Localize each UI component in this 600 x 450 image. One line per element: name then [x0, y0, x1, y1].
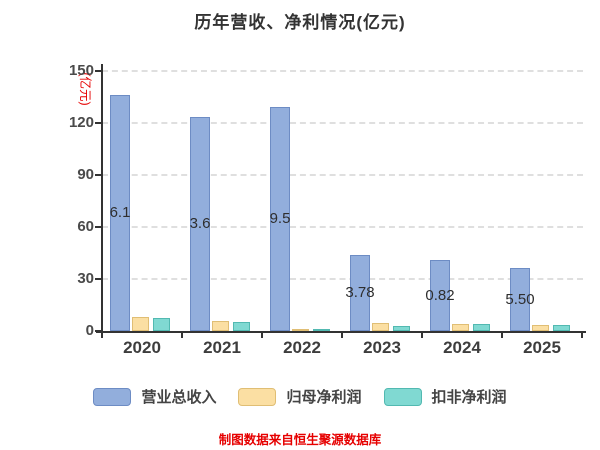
- y-tick-label: 30: [77, 270, 94, 287]
- bar-net-profit: [532, 325, 549, 331]
- bar-value-label: 9.5: [269, 210, 291, 227]
- x-axis-label: 2023: [363, 338, 401, 357]
- gridline: [102, 226, 583, 228]
- x-tick: [181, 331, 183, 338]
- bar-value-label: 6.1: [109, 204, 131, 221]
- bar-revenue: [110, 95, 130, 331]
- data-source-note: 制图数据来自恒生聚源数据库: [218, 433, 382, 447]
- legend-label-net-profit: 归母净利润: [286, 389, 362, 406]
- bar-deducted-net-profit: [233, 322, 250, 331]
- gridline: [102, 278, 583, 280]
- legend-swatch-revenue: [93, 387, 132, 406]
- x-tick: [421, 331, 423, 338]
- y-tick: [95, 70, 102, 72]
- bar-revenue: [270, 107, 290, 331]
- bar-net-profit: [372, 323, 389, 331]
- bar-deducted-net-profit: [473, 324, 490, 331]
- x-axis-label: 2021: [203, 338, 241, 357]
- y-tick-label: 150: [68, 62, 94, 79]
- legend-item-revenue: 营业总收入: [93, 386, 216, 407]
- y-tick: [95, 278, 102, 280]
- bar-revenue: [350, 255, 370, 331]
- legend-item-deducted-net-profit: 扣非净利润: [383, 386, 507, 407]
- y-tick: [95, 226, 102, 228]
- y-tick-label: 0: [85, 322, 94, 339]
- y-tick-label: 90: [77, 166, 94, 183]
- gridline: [102, 174, 583, 176]
- bar-deducted-net-profit: [313, 329, 330, 331]
- x-tick: [501, 331, 503, 338]
- x-axis-label: 2020: [123, 338, 161, 357]
- x-tick: [261, 331, 263, 338]
- legend-swatch-deducted-net-profit: [383, 387, 422, 406]
- x-axis-label: 2024: [443, 338, 481, 357]
- bar-revenue: [190, 117, 210, 331]
- y-tick: [95, 122, 102, 124]
- legend-label-revenue: 营业总收入: [141, 389, 217, 406]
- bar-net-profit: [132, 317, 149, 331]
- legend-swatch-net-profit: [238, 387, 277, 406]
- y-tick: [95, 330, 102, 332]
- bar-value-label: 5.50: [505, 290, 535, 308]
- legend-item-net-profit: 归母净利润: [238, 386, 362, 407]
- x-tick: [101, 331, 103, 338]
- y-axis-line: [101, 64, 103, 333]
- bar-net-profit: [452, 324, 469, 331]
- chart-legend: 营业总收入 归母净利润 扣非净利润: [0, 386, 600, 407]
- bar-net-profit: [212, 321, 229, 331]
- chart-title: 历年营收、净利情况(亿元): [194, 13, 406, 32]
- bar-net-profit: [292, 329, 309, 331]
- bar-revenue: [510, 268, 530, 331]
- bar-revenue: [430, 260, 450, 331]
- x-axis-label: 2025: [523, 338, 561, 357]
- y-tick-label: 120: [68, 114, 94, 131]
- x-axis-label: 2022: [283, 338, 321, 357]
- x-tick: [341, 331, 343, 338]
- x-tick: [581, 331, 583, 338]
- bar-deducted-net-profit: [553, 325, 570, 331]
- gridline: [102, 122, 583, 124]
- gridline: [102, 70, 583, 72]
- bar-value-label: 3.6: [189, 215, 211, 232]
- bar-deducted-net-profit: [153, 318, 170, 331]
- legend-label-deducted-net-profit: 扣非净利润: [431, 389, 507, 406]
- bar-value-label: 3.78: [345, 284, 375, 301]
- y-tick-label: 60: [77, 218, 94, 235]
- bar-value-label: 0.82: [425, 286, 455, 304]
- y-tick: [95, 174, 102, 176]
- bar-deducted-net-profit: [393, 326, 410, 331]
